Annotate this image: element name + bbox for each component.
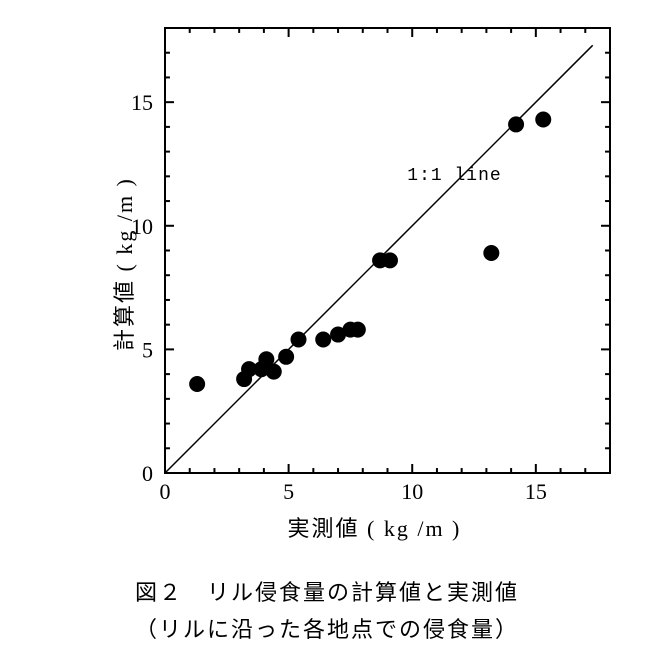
data-point (382, 252, 398, 268)
data-point (266, 364, 282, 380)
y-tick-label: 15 (131, 90, 153, 115)
figure-caption-line2: （リルに沿った各地点での侵食量） (0, 612, 654, 644)
data-point (278, 349, 294, 365)
y-tick-label: 0 (142, 461, 153, 486)
data-point (350, 322, 366, 338)
identity-line-annotation: 1:1 line (407, 166, 501, 186)
x-tick-label: 0 (160, 479, 171, 504)
y-tick-label: 5 (142, 337, 153, 362)
data-point (483, 245, 499, 261)
x-tick-label: 10 (401, 479, 423, 504)
data-point (315, 332, 331, 348)
data-point (535, 111, 551, 127)
scatter-plot-svg: 051015051015 (0, 0, 654, 560)
figure-caption-line1: 図２ リル侵食量の計算値と実測値 (0, 575, 654, 607)
x-tick-label: 15 (525, 479, 547, 504)
data-point (291, 332, 307, 348)
chart-page: 051015051015 実測値 ( kg /m ) 計算値 ( kg /m )… (0, 0, 654, 666)
data-point (189, 376, 205, 392)
y-axis-label: 計算値 ( kg /m ) (107, 177, 139, 351)
x-axis-label: 実測値 ( kg /m ) (288, 511, 462, 543)
x-tick-label: 5 (283, 479, 294, 504)
data-point (508, 116, 524, 132)
